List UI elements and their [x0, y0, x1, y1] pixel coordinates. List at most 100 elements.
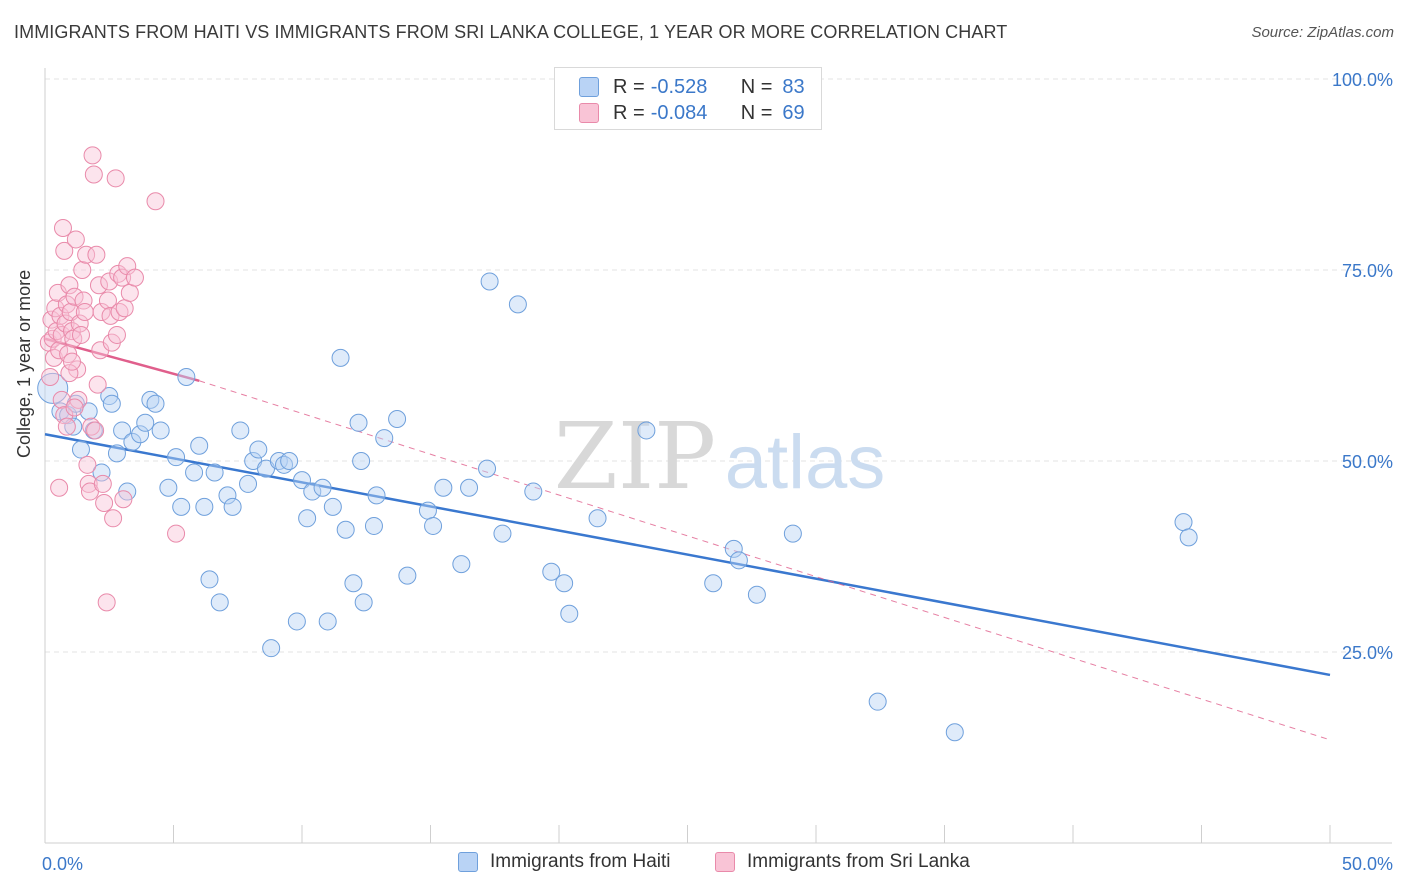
point-srilanka-58 [120, 283, 139, 302]
point-haiti-81 [1174, 513, 1193, 532]
watermark-atlas: atlas [725, 420, 886, 505]
point-srilanka-16 [60, 276, 79, 295]
point-haiti-42 [293, 471, 311, 490]
point-haiti-70 [555, 574, 574, 593]
point-haiti-71 [560, 604, 579, 623]
point-srilanka-47 [101, 306, 120, 325]
point-haiti-6 [79, 402, 98, 421]
point-haiti-28 [205, 463, 224, 482]
point-haiti-27 [200, 570, 219, 589]
series-label-haiti: Immigrants from Haiti [490, 851, 671, 872]
watermark: ZIP atlas [554, 403, 885, 510]
chart-title: IMMIGRANTS FROM HAITI VS IMMIGRANTS FROM… [14, 22, 1008, 42]
point-haiti-14 [123, 432, 142, 451]
point-haiti-48 [331, 348, 350, 367]
point-haiti-45 [313, 478, 332, 497]
tick-labels: 25.0% 50.0% 75.0% 100.0% 0.0% 50.0% [42, 70, 1393, 874]
point-srilanka-13 [56, 314, 75, 333]
point-srilanka-49 [104, 509, 123, 528]
point-srilanka-54 [113, 268, 132, 287]
point-haiti-49 [336, 520, 355, 539]
point-haiti-37 [262, 639, 281, 658]
point-srilanka-21 [66, 230, 85, 249]
legend-r-label-2: R = [613, 101, 645, 124]
point-haiti-47 [323, 497, 342, 516]
point-haiti-24 [185, 463, 204, 482]
point-haiti-25 [190, 436, 209, 455]
legend-r-label: R = [613, 75, 645, 98]
gridlines [45, 78, 1392, 653]
point-haiti-41 [287, 612, 306, 631]
point-haiti-59 [418, 501, 437, 520]
legend-swatch-haiti [579, 77, 599, 97]
series-label-srilanka: Immigrants from Sri Lanka [747, 851, 970, 872]
point-srilanka-30 [78, 455, 97, 474]
point-haiti-29 [210, 593, 229, 612]
point-haiti-35 [249, 440, 268, 459]
point-haiti-0 [37, 372, 69, 404]
point-srilanka-27 [74, 291, 93, 310]
point-haiti-51 [349, 413, 368, 432]
point-haiti-46 [318, 612, 337, 631]
point-haiti-64 [478, 459, 497, 478]
watermark-zip: ZIP [554, 403, 716, 510]
point-haiti-76 [729, 551, 748, 570]
point-srilanka-1 [41, 367, 60, 386]
point-haiti-55 [367, 486, 386, 505]
point-srilanka-37 [87, 245, 106, 264]
point-srilanka-55 [114, 490, 133, 509]
point-haiti-10 [102, 394, 121, 413]
point-srilanka-38 [88, 375, 107, 394]
point-srilanka-66 [60, 364, 79, 383]
point-haiti-65 [480, 272, 499, 291]
point-srilanka-36 [86, 421, 105, 440]
y-axis-label: College, 1 year or more [14, 269, 34, 458]
point-srilanka-29 [77, 245, 96, 264]
point-srilanka-62 [50, 478, 69, 497]
point-haiti-75 [724, 539, 743, 558]
point-srilanka-64 [55, 406, 74, 425]
point-haiti-77 [747, 585, 766, 604]
point-haiti-63 [460, 478, 479, 497]
point-haiti-58 [398, 566, 417, 585]
point-srilanka-39 [89, 276, 108, 295]
point-srilanka-45 [98, 291, 117, 310]
point-haiti-23 [177, 367, 196, 386]
legend-row-srilanka: R = -0.084 N = 69 [579, 100, 805, 126]
legend-n-srilanka: 69 [782, 101, 805, 124]
point-srilanka-31 [79, 474, 98, 493]
point-haiti-82 [1179, 528, 1198, 547]
point-srilanka-8 [50, 341, 69, 360]
x-tick-label-max: 50.0% [1342, 854, 1393, 874]
x-tick-label-min: 0.0% [42, 854, 83, 874]
point-haiti-54 [364, 516, 383, 535]
point-srilanka-10 [52, 325, 71, 344]
point-haiti-31 [223, 497, 242, 516]
point-srilanka-25 [71, 325, 90, 344]
point-srilanka-59 [125, 268, 144, 287]
point-haiti-66 [493, 524, 512, 543]
point-srilanka-12 [55, 241, 74, 260]
point-haiti-8 [92, 463, 111, 482]
point-haiti-62 [452, 555, 471, 574]
series-legend: Immigrants from Haiti Immigrants from Sr… [0, 851, 1406, 877]
legend-n-label: N = [740, 75, 773, 98]
stats-legend: R = -0.528 N = 83 R = -0.084 N = 69 [554, 67, 822, 130]
trend-lines [44, 337, 1331, 741]
point-haiti-43 [298, 509, 317, 528]
point-haiti-60 [424, 516, 443, 535]
point-haiti-15 [131, 425, 150, 444]
axes [44, 68, 1392, 844]
series-swatch-haiti [458, 852, 478, 872]
point-srilanka-24 [70, 314, 89, 333]
point-haiti-40 [280, 452, 299, 470]
point-haiti-69 [542, 562, 561, 581]
legend-n-label-2: N = [740, 101, 773, 124]
point-srilanka-34 [83, 146, 102, 165]
legend-r-haiti: -0.528 [650, 75, 708, 98]
point-haiti-50 [344, 574, 363, 593]
point-haiti-22 [172, 497, 191, 516]
point-haiti-52 [352, 452, 371, 470]
point-haiti-57 [388, 409, 407, 428]
